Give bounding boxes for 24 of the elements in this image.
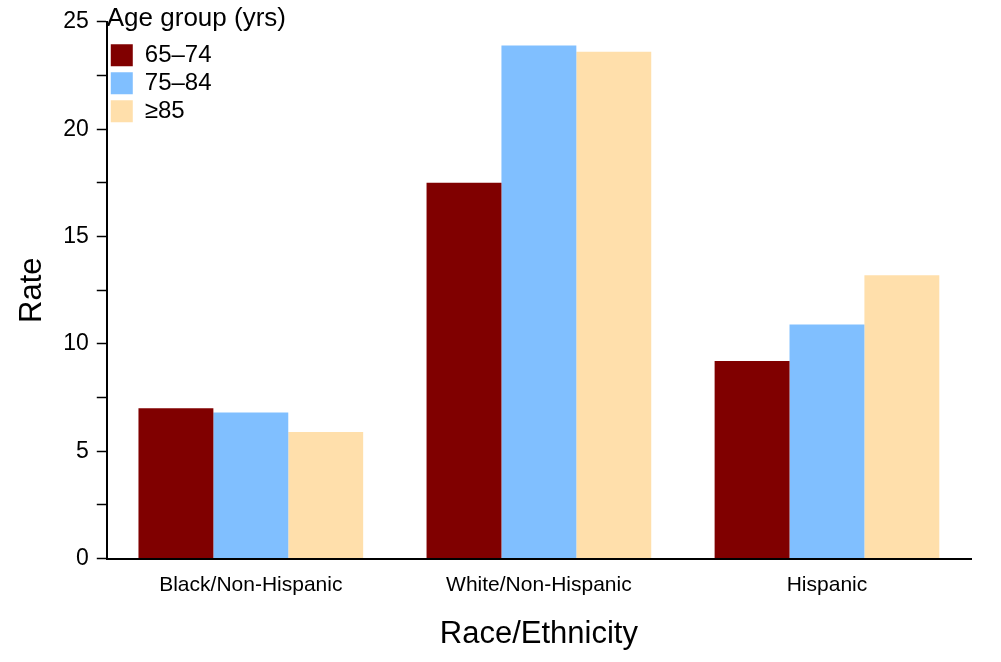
bar: [576, 51, 652, 559]
bar: [714, 361, 790, 559]
x-tick-label: Black/Non-Hispanic: [159, 572, 343, 595]
bar: [864, 275, 940, 559]
bar: [213, 412, 289, 559]
bar: [288, 431, 364, 559]
y-tick-label: 0: [75, 543, 89, 570]
y-tick-label: 10: [63, 329, 89, 356]
legend-label: 75–84: [144, 67, 212, 95]
legend-label: ≥85: [144, 95, 185, 123]
legend-label: 65–74: [144, 39, 212, 67]
y-tick-label: 20: [63, 114, 89, 141]
bar: [138, 408, 214, 559]
y-tick-label: 15: [63, 221, 89, 248]
x-axis-title: Race/Ethnicity: [439, 614, 639, 650]
y-axis-title: Rate: [13, 257, 49, 323]
y-tick-label: 25: [63, 7, 89, 34]
x-tick-label: White/Non-Hispanic: [446, 572, 632, 595]
bar: [789, 324, 865, 559]
y-tick-label: 5: [75, 436, 89, 463]
x-tick-label: Hispanic: [786, 572, 868, 595]
bar: [426, 182, 502, 559]
bar: [501, 45, 577, 559]
legend-title: Age group (yrs): [106, 2, 286, 33]
